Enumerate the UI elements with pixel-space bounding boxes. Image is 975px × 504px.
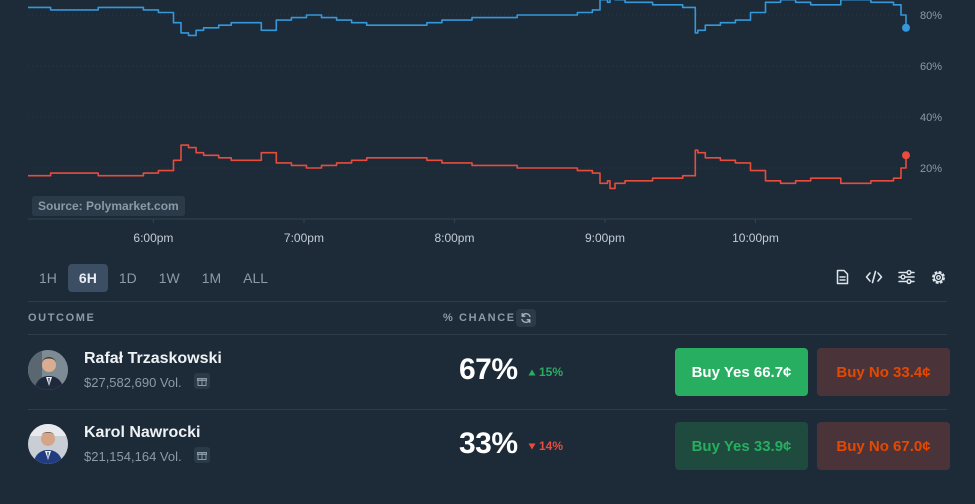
buy-no-button[interactable]: Buy No 33.4¢ [817, 348, 950, 396]
outcome-name: Karol Nawrocki [84, 424, 201, 441]
triangle-up-icon [528, 369, 536, 375]
series-line-0 [28, 0, 907, 37]
outcome-name: Rafał Trzaskowski [84, 350, 222, 367]
change-badge-up: 15% [528, 365, 563, 379]
change-badge-down: 14% [528, 439, 563, 453]
buy-yes-button[interactable]: Buy Yes 66.7¢ [675, 348, 808, 396]
buy-no-button[interactable]: Buy No 67.0¢ [817, 422, 950, 470]
change-value: 14% [539, 439, 564, 453]
x-tick-label: 9:00pm [585, 231, 625, 245]
header-divider [28, 301, 947, 302]
timeframe-all[interactable]: ALL [243, 270, 269, 286]
outcome-chance: 67% [459, 353, 518, 386]
chart-tools [833, 268, 947, 286]
x-tick-label: 7:00pm [284, 231, 324, 245]
outcome-volume: $21,154,164 Vol. [84, 449, 182, 464]
document-icon[interactable] [833, 268, 851, 286]
timeframe-1m[interactable]: 1M [201, 270, 222, 286]
gift-icon[interactable] [194, 447, 210, 463]
price-chart[interactable]: 80% 60% 40% 20% 6:00pm 7:00pm 8:00pm 9:00pm 10:0… [0, 0, 975, 256]
table-divider [28, 334, 947, 335]
series-line-1 [28, 144, 907, 190]
timeframe-6h[interactable]: 6H [67, 264, 108, 292]
outcome-row-trzaskowski: Rafał Trzaskowski $27,582,690 Vol. 67% 1… [0, 335, 975, 409]
timeframe-selector: 1H 6H 1D 1W 1M ALL [28, 264, 279, 292]
price-chart-svg: 80% 60% 40% 20% 6:00pm 7:00pm 8:00pm 9:00pm 10:0… [28, 0, 942, 245]
y-tick-label: 20% [920, 163, 942, 175]
series-endpoint-0 [902, 23, 910, 32]
triangle-down-icon [528, 443, 536, 449]
x-tick-label: 10:00pm [732, 231, 779, 245]
outcome-volume: $27,582,690 Vol. [84, 375, 182, 390]
avatar [28, 350, 68, 390]
change-value: 15% [539, 365, 564, 379]
series-endpoint-1 [902, 151, 910, 160]
x-tick-label: 8:00pm [434, 231, 474, 245]
x-tick-label: 6:00pm [133, 231, 173, 245]
avatar [28, 424, 68, 464]
sliders-icon[interactable] [897, 268, 915, 286]
timeframe-1d[interactable]: 1D [118, 270, 137, 286]
buy-yes-button[interactable]: Buy Yes 33.9¢ [675, 422, 808, 470]
gear-icon[interactable] [929, 268, 947, 286]
outcome-column-header: OUTCOME [28, 312, 96, 324]
y-tick-label: 60% [920, 61, 942, 73]
chance-column-header: % CHANCE [443, 312, 516, 324]
embed-code-icon[interactable] [865, 268, 883, 286]
timeframe-1h[interactable]: 1H [39, 270, 57, 286]
y-tick-label: 80% [920, 10, 942, 22]
timeframe-1w[interactable]: 1W [158, 270, 180, 286]
gift-icon[interactable] [194, 373, 210, 389]
outcome-row-nawrocki: Karol Nawrocki $21,154,164 Vol. 33% 14% … [0, 409, 975, 483]
refresh-icon[interactable] [516, 309, 536, 327]
y-tick-label: 40% [920, 112, 942, 124]
outcome-chance: 33% [459, 427, 518, 460]
row-divider [28, 409, 947, 410]
chart-source-label: Source: Polymarket.com [32, 196, 185, 216]
